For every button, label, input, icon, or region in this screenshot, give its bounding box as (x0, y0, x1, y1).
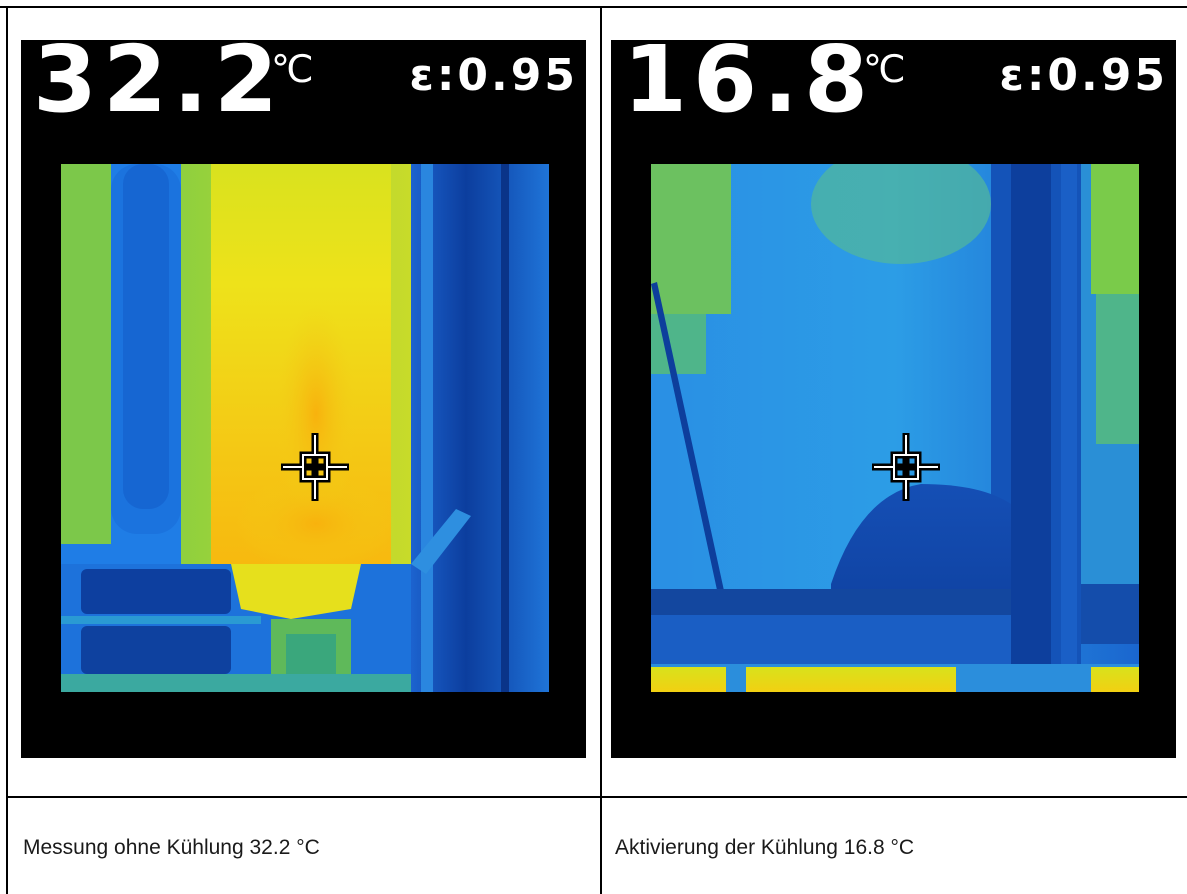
heatmap-image (651, 164, 1139, 692)
table-row-divider (6, 796, 1187, 798)
table-border-top (0, 6, 1187, 8)
emissivity-value: ε:0.95 (999, 50, 1168, 101)
table-column-divider (600, 6, 602, 894)
temperature-value: 16.8 (623, 40, 874, 133)
temperature-readout: 16.8 ℃ ε:0.95 (611, 40, 1176, 162)
thermal-image-without-cooling: 32.2 ℃ ε:0.95 (21, 40, 586, 758)
thermal-image-with-cooling: 16.8 ℃ ε:0.95 (611, 40, 1176, 758)
crosshair-icon (281, 433, 349, 501)
table-border-left (6, 6, 8, 894)
caption-without-cooling: Messung ohne Kühlung 32.2 °C (23, 836, 320, 859)
emissivity-value: ε:0.95 (409, 50, 578, 101)
heatmap-image (61, 164, 549, 692)
caption-with-cooling: Aktivierung der Kühlung 16.8 °C (615, 836, 915, 859)
celsius-unit: ℃ (271, 47, 314, 91)
temperature-value: 32.2 (33, 40, 284, 133)
temperature-readout: 32.2 ℃ ε:0.95 (21, 40, 586, 162)
crosshair-icon (872, 433, 940, 501)
celsius-unit: ℃ (863, 47, 906, 91)
